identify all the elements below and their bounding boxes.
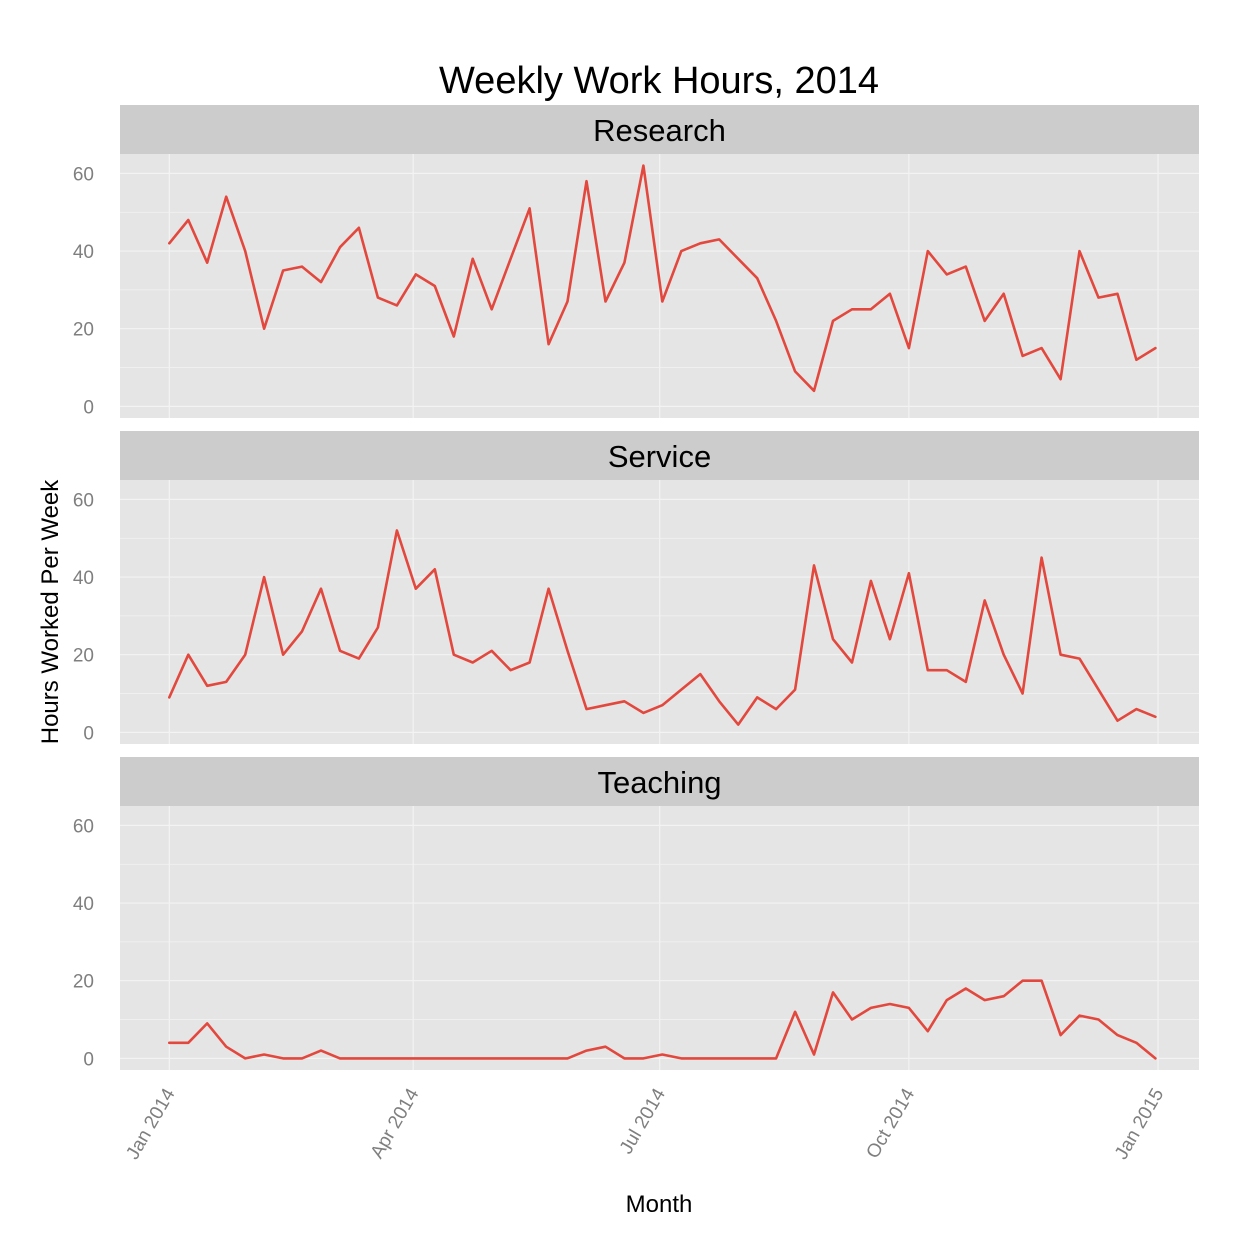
y-tick-label: 40 — [73, 568, 94, 589]
chart-title: Weekly Work Hours, 2014 — [439, 60, 879, 102]
y-tick-label: 60 — [73, 164, 94, 185]
x-axis-title: Month — [626, 1191, 693, 1218]
strip-teaching — [120, 757, 1199, 806]
x-axis: Jan 2014 Apr 2014 Jul 2014 Oct 2014 Jan 2015 — [122, 1085, 1168, 1164]
panel-research: Research 0 20 40 60 — [73, 105, 1199, 418]
y-tick-label: 60 — [73, 816, 94, 837]
x-tick-label: Jul 2014 — [616, 1085, 670, 1158]
y-tick-label: 20 — [73, 320, 94, 341]
panel-teaching: Teaching 0 20 40 60 — [73, 757, 1199, 1070]
strip-label-service: Service — [608, 439, 711, 474]
panel-service: Service 0 20 40 60 — [73, 431, 1199, 744]
y-tick-label: 40 — [73, 894, 94, 915]
strip-research — [120, 105, 1199, 154]
panels-layer: Research 0 20 40 60 Service 0 20 40 60 Teaching 0 20… — [73, 105, 1199, 1070]
y-tick-label: 20 — [73, 646, 94, 667]
y-tick-label: 0 — [83, 1049, 94, 1070]
y-tick-label: 20 — [73, 972, 94, 993]
x-tick-label: Jan 2015 — [1111, 1085, 1168, 1163]
y-tick-label: 40 — [73, 242, 94, 263]
series-line-research — [168, 164, 1157, 393]
strip-service — [120, 431, 1199, 480]
y-tick-label: 0 — [83, 723, 94, 744]
strip-label-teaching: Teaching — [597, 765, 721, 800]
y-tick-label: 60 — [73, 490, 94, 511]
y-tick-label: 0 — [83, 397, 94, 418]
strip-label-research: Research — [593, 113, 726, 148]
x-tick-label: Oct 2014 — [862, 1085, 919, 1163]
x-tick-label: Jan 2014 — [122, 1085, 179, 1164]
x-tick-label: Apr 2014 — [367, 1085, 424, 1163]
series-line-service — [168, 529, 1157, 726]
y-axis-title: Hours Worked Per Week — [37, 479, 64, 745]
series-line-teaching — [168, 979, 1157, 1060]
